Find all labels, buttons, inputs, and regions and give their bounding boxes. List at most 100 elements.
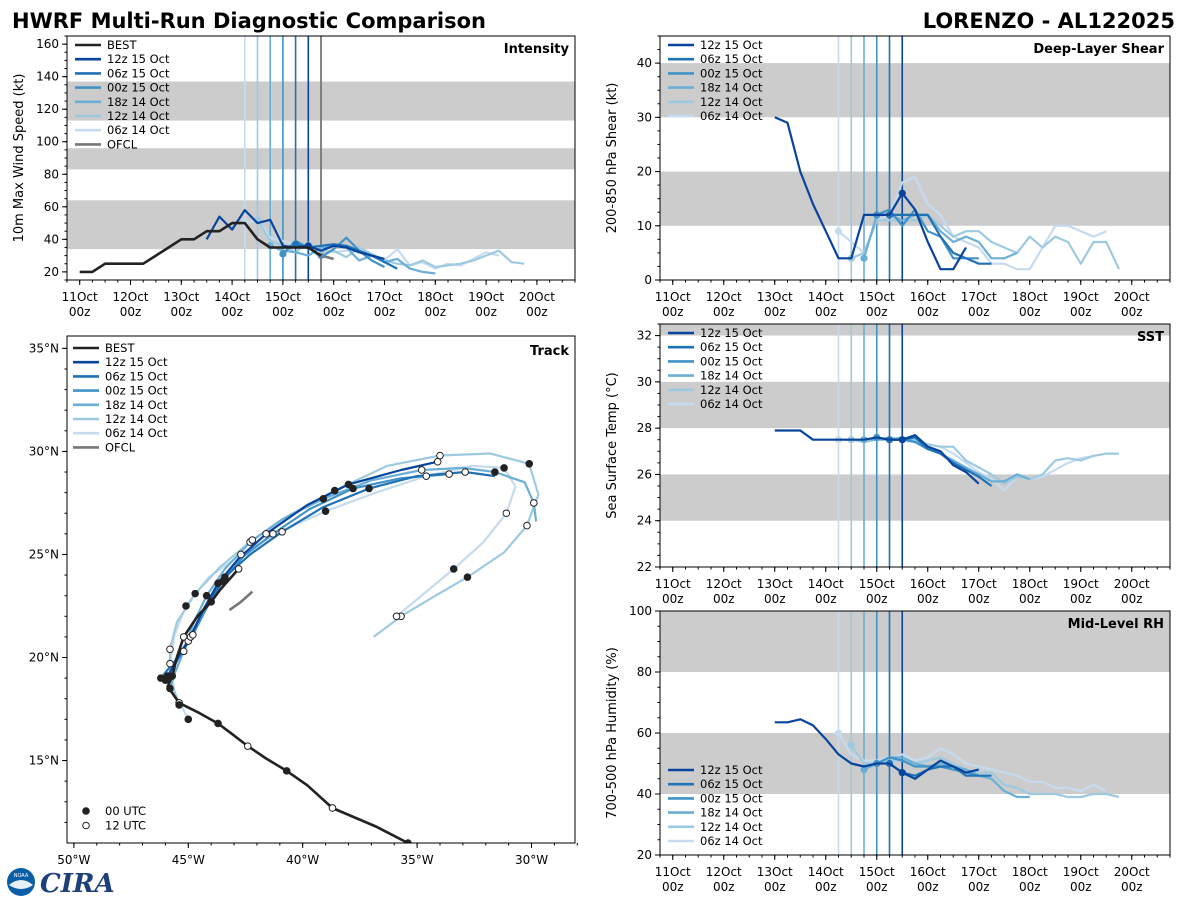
track-point-12utc <box>392 612 401 621</box>
track-point-00utc <box>449 565 458 573</box>
x-tick-label: 50°W <box>57 853 90 867</box>
init-point <box>898 189 906 197</box>
x-tick-label: 17Oct <box>961 577 997 591</box>
track-point-12utc <box>262 530 270 538</box>
y-tick-label: 140 <box>36 70 59 84</box>
track-point-12utc <box>422 472 431 480</box>
track-point-12utc <box>523 521 531 530</box>
x-tick-label: 18Oct <box>417 290 453 304</box>
y-axis-label: 10m Max Wind Speed (kt) <box>12 74 27 243</box>
y-tick-label: 20°N <box>29 651 59 665</box>
category-band <box>660 611 1170 672</box>
x-tick-label: 00z <box>1121 305 1143 319</box>
panel-title: Deep-Layer Shear <box>1033 42 1164 57</box>
y-tick-label: 60 <box>637 726 652 740</box>
storm-title: LORENZO - AL122025 <box>923 9 1175 33</box>
x-tick-label: 00z <box>815 592 837 606</box>
legend-label: 06z 14 Oct <box>700 834 763 848</box>
legend-label: 06z 15 Oct <box>700 777 763 791</box>
x-tick-label: 00z <box>968 880 990 894</box>
y-tick-label: 22 <box>637 560 652 574</box>
x-tick-label: 00z <box>917 305 939 319</box>
x-tick-label: 00z <box>713 305 735 319</box>
legend-label: 06z 15 Oct <box>700 52 763 66</box>
init-point <box>898 436 906 444</box>
x-tick-label: 00z <box>1070 880 1092 894</box>
x-tick-label: 16Oct <box>910 865 946 879</box>
x-tick-label: 18Oct <box>1012 865 1048 879</box>
x-tick-label: 00z <box>866 305 888 319</box>
y-tick-label: 25°N <box>29 547 59 561</box>
track-line <box>166 460 438 677</box>
legend-label: 00z 15 Oct <box>105 384 168 398</box>
series-line <box>889 213 992 265</box>
y-tick-label: 20 <box>637 165 652 179</box>
x-tick-label: 00z <box>713 592 735 606</box>
track-point-12utc <box>237 550 245 559</box>
x-tick-label: 00z <box>1019 880 1041 894</box>
series-group <box>79 209 525 275</box>
y-axis-label: Sea Surface Temp (°C) <box>605 372 620 519</box>
y-tick-label: 32 <box>637 329 652 343</box>
x-tick-label: 17Oct <box>961 290 997 304</box>
track-point-00utc <box>182 602 190 610</box>
track-point-00utc <box>321 507 330 515</box>
category-band <box>660 381 1170 429</box>
x-tick-label: 00z <box>1070 305 1092 319</box>
legend-label: 00z 15 Oct <box>700 354 763 368</box>
legend-label: 12z 14 Oct <box>700 95 763 109</box>
x-tick-label: 15Oct <box>265 290 301 304</box>
x-tick-label: 00z <box>866 880 888 894</box>
series-line <box>269 244 436 275</box>
y-tick-label: 120 <box>36 102 59 116</box>
series-group <box>774 116 1120 271</box>
track-point-00utc <box>207 598 215 606</box>
x-tick-label: 00z <box>1019 592 1041 606</box>
panel-sst: 22242628303211Oct00z12Oct00z13Oct00z14Oc… <box>605 323 1171 606</box>
series-line <box>774 116 967 271</box>
init-point <box>834 729 843 737</box>
track-point-12utc <box>179 647 188 656</box>
y-tick-label: 0 <box>644 273 652 287</box>
init-point <box>834 227 843 235</box>
y-tick-label: 28 <box>637 421 652 435</box>
legend-label: 12z 15 Oct <box>700 326 763 340</box>
legend-label: 12z 14 Oct <box>700 820 763 834</box>
track-point-00utc <box>319 495 328 503</box>
track-point-00utc <box>365 484 373 493</box>
y-tick-label: 40 <box>637 787 652 801</box>
track-point-12utc <box>433 457 442 466</box>
x-tick-label: 14Oct <box>808 865 844 879</box>
x-tick-label: 00z <box>475 305 497 319</box>
init-point <box>847 741 855 749</box>
legend-label: 12z 15 Oct <box>107 52 170 66</box>
x-tick-label: 00z <box>323 305 345 319</box>
x-tick-label: 14Oct <box>808 290 844 304</box>
x-tick-label: 19Oct <box>1063 865 1099 879</box>
y-tick-label: 35°N <box>29 341 59 355</box>
x-tick-label: 00z <box>764 305 786 319</box>
y-axis-label: 700-500 hPa Humidity (%) <box>605 647 620 819</box>
track-point-00utc <box>344 480 353 489</box>
x-tick-label: 15Oct <box>859 290 895 304</box>
series-line <box>282 236 386 268</box>
panel-title: Track <box>530 344 569 359</box>
series-line <box>774 718 980 780</box>
x-tick-label: 00z <box>713 880 735 894</box>
track-point-00utc <box>282 767 291 775</box>
x-tick-label: 00z <box>662 880 684 894</box>
y-tick-label: 30°N <box>29 444 59 458</box>
panel-title: Intensity <box>504 42 570 57</box>
track-point-12utc <box>166 645 174 654</box>
track-point-00utc <box>214 719 222 728</box>
x-tick-label: 13Oct <box>757 577 793 591</box>
track-point-12utc <box>248 536 257 544</box>
y-tick-label: 20 <box>637 848 652 862</box>
track-point-00utc <box>161 676 170 684</box>
x-tick-label: 00z <box>815 880 837 894</box>
x-tick-label: 00z <box>815 305 837 319</box>
x-tick-label: 12Oct <box>706 865 742 879</box>
legend-marker-12utc <box>82 821 90 830</box>
series-line <box>79 221 322 274</box>
track-point-12utc <box>269 530 277 538</box>
